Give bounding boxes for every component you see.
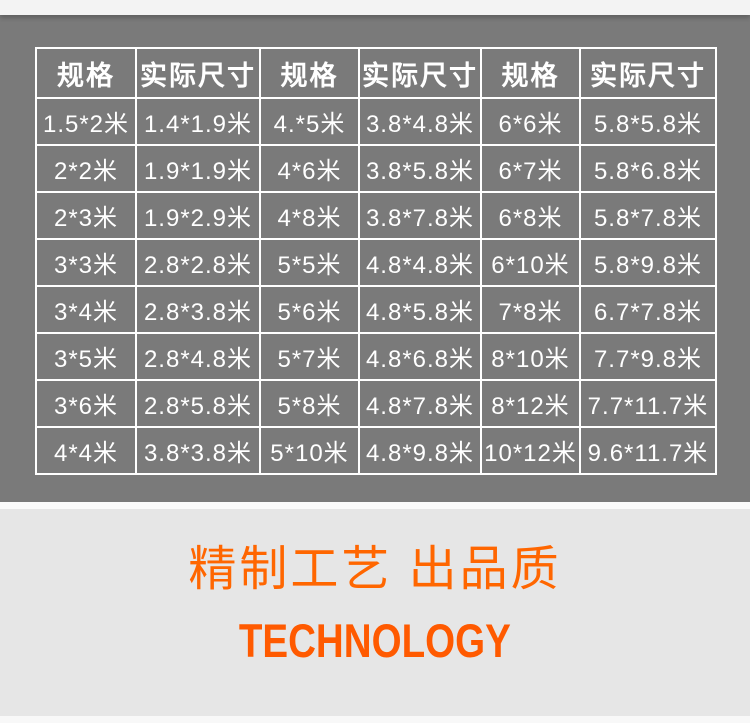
spec-table-header-row: 规格 实际尺寸 规格 实际尺寸 规格 实际尺寸 — [35, 47, 717, 99]
spec-table-row: 2*2米 1.9*1.9米 4*6米 3.8*5.8米 6*7米 5.8*6.8米 — [35, 144, 717, 193]
spec-header-cell: 规格 — [35, 47, 137, 99]
banner-title: 精制工艺 出品质 — [188, 543, 562, 596]
spec-table-row: 1.5*2米 1.4*1.9米 4.*5米 3.8*4.8米 6*6米 5.8*5.8米 — [35, 97, 717, 146]
spec-table-cell: 5.8*6.8米 — [579, 144, 717, 193]
spec-table-cell: 4.8*4.8米 — [358, 238, 482, 287]
spec-table-cell: 2.8*3.8米 — [135, 285, 261, 334]
spec-table-row: 3*4米 2.8*3.8米 5*6米 4.8*5.8米 7*8米 6.7*7.8米 — [35, 285, 717, 334]
spec-header-cell: 规格 — [259, 47, 360, 99]
spec-table-row: 3*5米 2.8*4.8米 5*7米 4.8*6.8米 8*10米 7.7*9.8米 — [35, 332, 717, 381]
spec-table-cell: 2*2米 — [35, 144, 137, 193]
spec-table-cell: 3.8*7.8米 — [358, 191, 482, 240]
spec-table-cell: 5*7米 — [259, 332, 360, 381]
spec-table-cell: 4*4米 — [35, 426, 137, 475]
spec-table-cell: 6*10米 — [480, 238, 581, 287]
spec-table-cell: 3*4米 — [35, 285, 137, 334]
spec-header-cell: 实际尺寸 — [579, 47, 717, 99]
spec-table-cell: 2*3米 — [35, 191, 137, 240]
spec-table-cell: 4.8*7.8米 — [358, 379, 482, 428]
spec-table-cell: 2.8*5.8米 — [135, 379, 261, 428]
spec-table-cell: 1.5*2米 — [35, 97, 137, 146]
spec-table-cell: 4.8*5.8米 — [358, 285, 482, 334]
top-band — [0, 0, 750, 15]
banner-subtitle: TECHNOLOGY — [239, 613, 511, 667]
spec-table-cell: 3.8*4.8米 — [358, 97, 482, 146]
spec-table-row: 2*3米 1.9*2.9米 4*8米 3.8*7.8米 6*8米 5.8*7.8米 — [35, 191, 717, 240]
spec-table-cell: 5*5米 — [259, 238, 360, 287]
spec-table-cell: 9.6*11.7米 — [579, 426, 717, 475]
spec-table-cell: 7.7*11.7米 — [579, 379, 717, 428]
banner-subtitle-wrap: TECHNOLOGY — [0, 613, 750, 668]
spec-table-cell: 5*6米 — [259, 285, 360, 334]
spec-table-cell: 7.7*9.8米 — [579, 332, 717, 381]
bottom-strip — [0, 716, 750, 723]
technology-banner: 精制工艺 出品质 TECHNOLOGY — [0, 509, 750, 716]
spec-table-cell: 3*5米 — [35, 332, 137, 381]
spec-table-cell: 10*12米 — [480, 426, 581, 475]
spec-table-cell: 1.9*1.9米 — [135, 144, 261, 193]
spec-table-cell: 7*8米 — [480, 285, 581, 334]
spec-table-cell: 4.8*6.8米 — [358, 332, 482, 381]
spec-table-cell: 3*3米 — [35, 238, 137, 287]
spec-table-cell: 5*10米 — [259, 426, 360, 475]
spec-header-cell: 实际尺寸 — [135, 47, 261, 99]
spec-table-cell: 4.*5米 — [259, 97, 360, 146]
spec-table-cell: 5.8*7.8米 — [579, 191, 717, 240]
size-spec-panel: 规格 实际尺寸 规格 实际尺寸 规格 实际尺寸 1.5*2米 1.4*1.9米 4.*5米 3.… — [0, 15, 750, 502]
spec-table-head: 规格 实际尺寸 规格 实际尺寸 规格 实际尺寸 — [35, 47, 717, 99]
size-spec-table: 规格 实际尺寸 规格 实际尺寸 规格 实际尺寸 1.5*2米 1.4*1.9米 4.*5米 3.… — [35, 47, 717, 475]
spec-table-cell: 2.8*4.8米 — [135, 332, 261, 381]
spec-table-cell: 1.4*1.9米 — [135, 97, 261, 146]
spec-table-cell: 6*7米 — [480, 144, 581, 193]
spec-header-cell: 规格 — [480, 47, 581, 99]
spec-table-row: 3*6米 2.8*5.8米 5*8米 4.8*7.8米 8*12米 7.7*11.7米 — [35, 379, 717, 428]
spec-table-cell: 6*8米 — [480, 191, 581, 240]
spec-table-cell: 4*8米 — [259, 191, 360, 240]
spec-table-cell: 3.8*5.8米 — [358, 144, 482, 193]
spec-table-cell: 4*6米 — [259, 144, 360, 193]
spec-table-cell: 5.8*5.8米 — [579, 97, 717, 146]
spec-table-row: 4*4米 3.8*3.8米 5*10米 4.8*9.8米 10*12米 9.6*11.7米 — [35, 426, 717, 475]
spec-table-cell: 4.8*9.8米 — [358, 426, 482, 475]
spec-table-cell: 3.8*3.8米 — [135, 426, 261, 475]
spec-table-cell: 8*12米 — [480, 379, 581, 428]
spec-table-cell: 5.8*9.8米 — [579, 238, 717, 287]
spec-header-cell: 实际尺寸 — [358, 47, 482, 99]
spec-table-cell: 6.7*7.8米 — [579, 285, 717, 334]
spec-table-cell: 8*10米 — [480, 332, 581, 381]
panel-banner-divider — [0, 502, 750, 509]
spec-table-body: 1.5*2米 1.4*1.9米 4.*5米 3.8*4.8米 6*6米 5.8*5.8米 2… — [35, 97, 717, 475]
spec-table-cell: 3*6米 — [35, 379, 137, 428]
spec-table-cell: 6*6米 — [480, 97, 581, 146]
spec-table-cell: 1.9*2.9米 — [135, 191, 261, 240]
spec-table-row: 3*3米 2.8*2.8米 5*5米 4.8*4.8米 6*10米 5.8*9.8米 — [35, 238, 717, 287]
spec-table-cell: 5*8米 — [259, 379, 360, 428]
spec-table-cell: 2.8*2.8米 — [135, 238, 261, 287]
